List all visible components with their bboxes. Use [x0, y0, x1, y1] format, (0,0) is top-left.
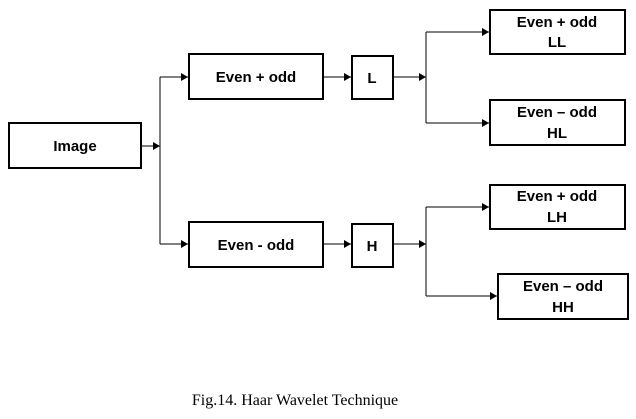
image-label: Image — [53, 138, 96, 155]
lh-node: Even + odd LH — [489, 184, 626, 230]
image-node: Image — [8, 122, 142, 169]
even-plus-odd-node: Even + odd — [188, 53, 324, 100]
hh-line2: HH — [552, 299, 574, 316]
l-node: L — [351, 55, 394, 100]
figure-caption: Fig.14. Haar Wavelet Technique — [191, 392, 399, 409]
hl-node: Even – odd HL — [489, 99, 626, 146]
even-minus-odd-label: Even - odd — [218, 237, 295, 254]
hh-line1: Even – odd — [523, 278, 603, 295]
ll-node: Even + odd LL — [489, 9, 626, 55]
hh-node: Even – odd HH — [497, 273, 629, 320]
hl-line2: HL — [547, 125, 567, 142]
connectors — [141, 28, 497, 300]
even-plus-odd-label: Even + odd — [216, 69, 296, 86]
h-node: H — [351, 223, 394, 268]
ll-line1: Even + odd — [517, 14, 597, 31]
l-label: L — [367, 70, 376, 87]
even-minus-odd-node: Even - odd — [188, 221, 324, 268]
lh-line2: LH — [547, 209, 567, 226]
ll-line2: LL — [548, 34, 566, 51]
h-label: H — [367, 238, 378, 255]
hl-line1: Even – odd — [517, 104, 597, 121]
lh-line1: Even + odd — [517, 188, 597, 205]
